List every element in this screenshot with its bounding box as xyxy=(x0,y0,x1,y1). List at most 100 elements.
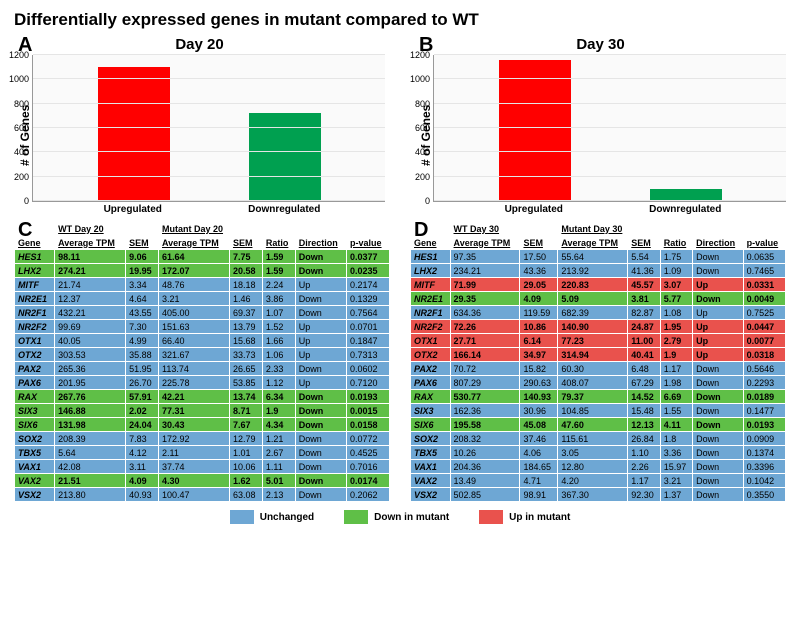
ytick-label: 800 xyxy=(404,99,430,109)
column-header: Ratio xyxy=(262,236,295,250)
table-cell: 45.08 xyxy=(520,418,558,432)
group-header: Mutant Day 30 xyxy=(558,222,660,236)
column-header: Average TPM xyxy=(159,236,230,250)
table-cell: Down xyxy=(295,306,346,320)
table-cell: 7.75 xyxy=(229,250,262,264)
table-cell: 0.0318 xyxy=(743,348,785,362)
table-cell: 1.06 xyxy=(262,348,295,362)
table-cell: NR2E1 xyxy=(15,292,55,306)
table-cell: 0.0189 xyxy=(743,390,785,404)
table-cell: 7.30 xyxy=(126,320,159,334)
table-cell: 166.14 xyxy=(450,348,520,362)
table-cell: 15.68 xyxy=(229,334,262,348)
panel-a: A Day 20 # of Genes 02004006008001000120… xyxy=(14,36,385,215)
table-cell: 1.12 xyxy=(262,376,295,390)
table-cell: 3.11 xyxy=(126,460,159,474)
chart-b-plot: 020040060080010001200 xyxy=(433,55,786,202)
table-row: NR2F299.697.30151.6313.791.52Up0.0701 xyxy=(15,320,390,334)
table-cell: 30.96 xyxy=(520,404,558,418)
table-cell: 0.7016 xyxy=(347,460,390,474)
table-cell: HES1 xyxy=(15,250,55,264)
table-superhead: WT Day 30Mutant Day 30 xyxy=(411,222,786,236)
table-cell: 290.63 xyxy=(520,376,558,390)
gridline xyxy=(434,78,786,79)
table-row: SOX2208.397.83172.9212.791.21Down0.0772 xyxy=(15,432,390,446)
column-header: p-value xyxy=(743,236,785,250)
table-cell: 0.7525 xyxy=(743,306,785,320)
table-row: SIX6131.9824.0430.437.674.34Down0.0158 xyxy=(15,418,390,432)
table-cell: 1.37 xyxy=(660,488,692,502)
table-cell: 29.05 xyxy=(520,278,558,292)
table-cell: Up xyxy=(295,320,346,334)
table-cell: 13.74 xyxy=(229,390,262,404)
table-cell: 5.64 xyxy=(55,446,126,460)
table-cell: 4.11 xyxy=(660,418,692,432)
legend-label: Unchanged xyxy=(260,512,314,523)
table-cell: 151.63 xyxy=(159,320,230,334)
gridline xyxy=(434,103,786,104)
table-cell: 4.12 xyxy=(126,446,159,460)
tables-row: C WT Day 20Mutant Day 20 GeneAverage TPM… xyxy=(14,221,786,502)
table-cell: 21.51 xyxy=(55,474,126,488)
table-cell: PAX2 xyxy=(15,362,55,376)
gene-table-d: WT Day 30Mutant Day 30 GeneAverage TPMSE… xyxy=(410,221,786,502)
table-cell: 140.93 xyxy=(520,390,558,404)
table-cell: 0.1847 xyxy=(347,334,390,348)
table-cell: Down xyxy=(693,292,744,306)
xtick-label: Downregulated xyxy=(610,204,762,215)
table-row: SOX2208.3237.46115.6126.841.8Down0.0909 xyxy=(411,432,786,446)
bar xyxy=(98,67,170,201)
panel-d-label: D xyxy=(414,219,428,242)
table-cell: 0.0193 xyxy=(347,390,390,404)
table-cell: 195.58 xyxy=(450,418,520,432)
table-cell: 0.0077 xyxy=(743,334,785,348)
table-cell: Up xyxy=(693,306,744,320)
table-cell: 10.86 xyxy=(520,320,558,334)
table-cell: 634.36 xyxy=(450,306,520,320)
table-row: LHX2274.2119.95172.0720.581.59Down0.0235 xyxy=(15,264,390,278)
table-cell: 4.09 xyxy=(520,292,558,306)
table-cell: LHX2 xyxy=(15,264,55,278)
gridline xyxy=(33,151,385,152)
table-cell: 208.32 xyxy=(450,432,520,446)
table-cell: PAX6 xyxy=(411,376,451,390)
table-cell: 234.21 xyxy=(450,264,520,278)
ytick-label: 600 xyxy=(3,123,29,133)
table-cell: Down xyxy=(295,250,346,264)
table-cell: Down xyxy=(693,376,744,390)
table-cell: 0.3396 xyxy=(743,460,785,474)
table-cell: 2.13 xyxy=(262,488,295,502)
table-cell: 321.67 xyxy=(159,348,230,362)
table-cell: Down xyxy=(295,446,346,460)
table-cell: 208.39 xyxy=(55,432,126,446)
table-cell: 1.21 xyxy=(262,432,295,446)
column-header: Ratio xyxy=(660,236,692,250)
table-cell: 40.05 xyxy=(55,334,126,348)
bar xyxy=(499,60,571,201)
table-cell: 6.48 xyxy=(628,362,660,376)
table-cell: 0.7313 xyxy=(347,348,390,362)
table-cell: 3.07 xyxy=(660,278,692,292)
gridline xyxy=(33,103,385,104)
table-cell: 10.26 xyxy=(450,446,520,460)
table-cell: VAX1 xyxy=(411,460,451,474)
table-cell: 1.11 xyxy=(262,460,295,474)
table-row: MITF21.743.3448.7618.182.24Up0.2174 xyxy=(15,278,390,292)
table-row: PAX6201.9526.70225.7853.851.12Up0.7120 xyxy=(15,376,390,390)
table-cell: 1.10 xyxy=(628,446,660,460)
legend-item: Unchanged xyxy=(230,510,314,524)
table-cell: SIX3 xyxy=(15,404,55,418)
table-cell: 0.1329 xyxy=(347,292,390,306)
table-cell: 34.97 xyxy=(520,348,558,362)
table-cell: 201.95 xyxy=(55,376,126,390)
legend-swatch xyxy=(344,510,368,524)
table-row: VAX221.514.094.301.625.01Down0.0174 xyxy=(15,474,390,488)
table-cell: 42.21 xyxy=(159,390,230,404)
table-cell: Up xyxy=(295,376,346,390)
table-cell: 77.31 xyxy=(159,404,230,418)
panel-d: D WT Day 30Mutant Day 30 GeneAverage TPM… xyxy=(410,221,786,502)
table-cell: 6.14 xyxy=(520,334,558,348)
table-row: LHX2234.2143.36213.9241.361.09Down0.7465 xyxy=(411,264,786,278)
table-row: HES198.119.0661.647.751.59Down0.0377 xyxy=(15,250,390,264)
table-cell: 1.98 xyxy=(660,376,692,390)
